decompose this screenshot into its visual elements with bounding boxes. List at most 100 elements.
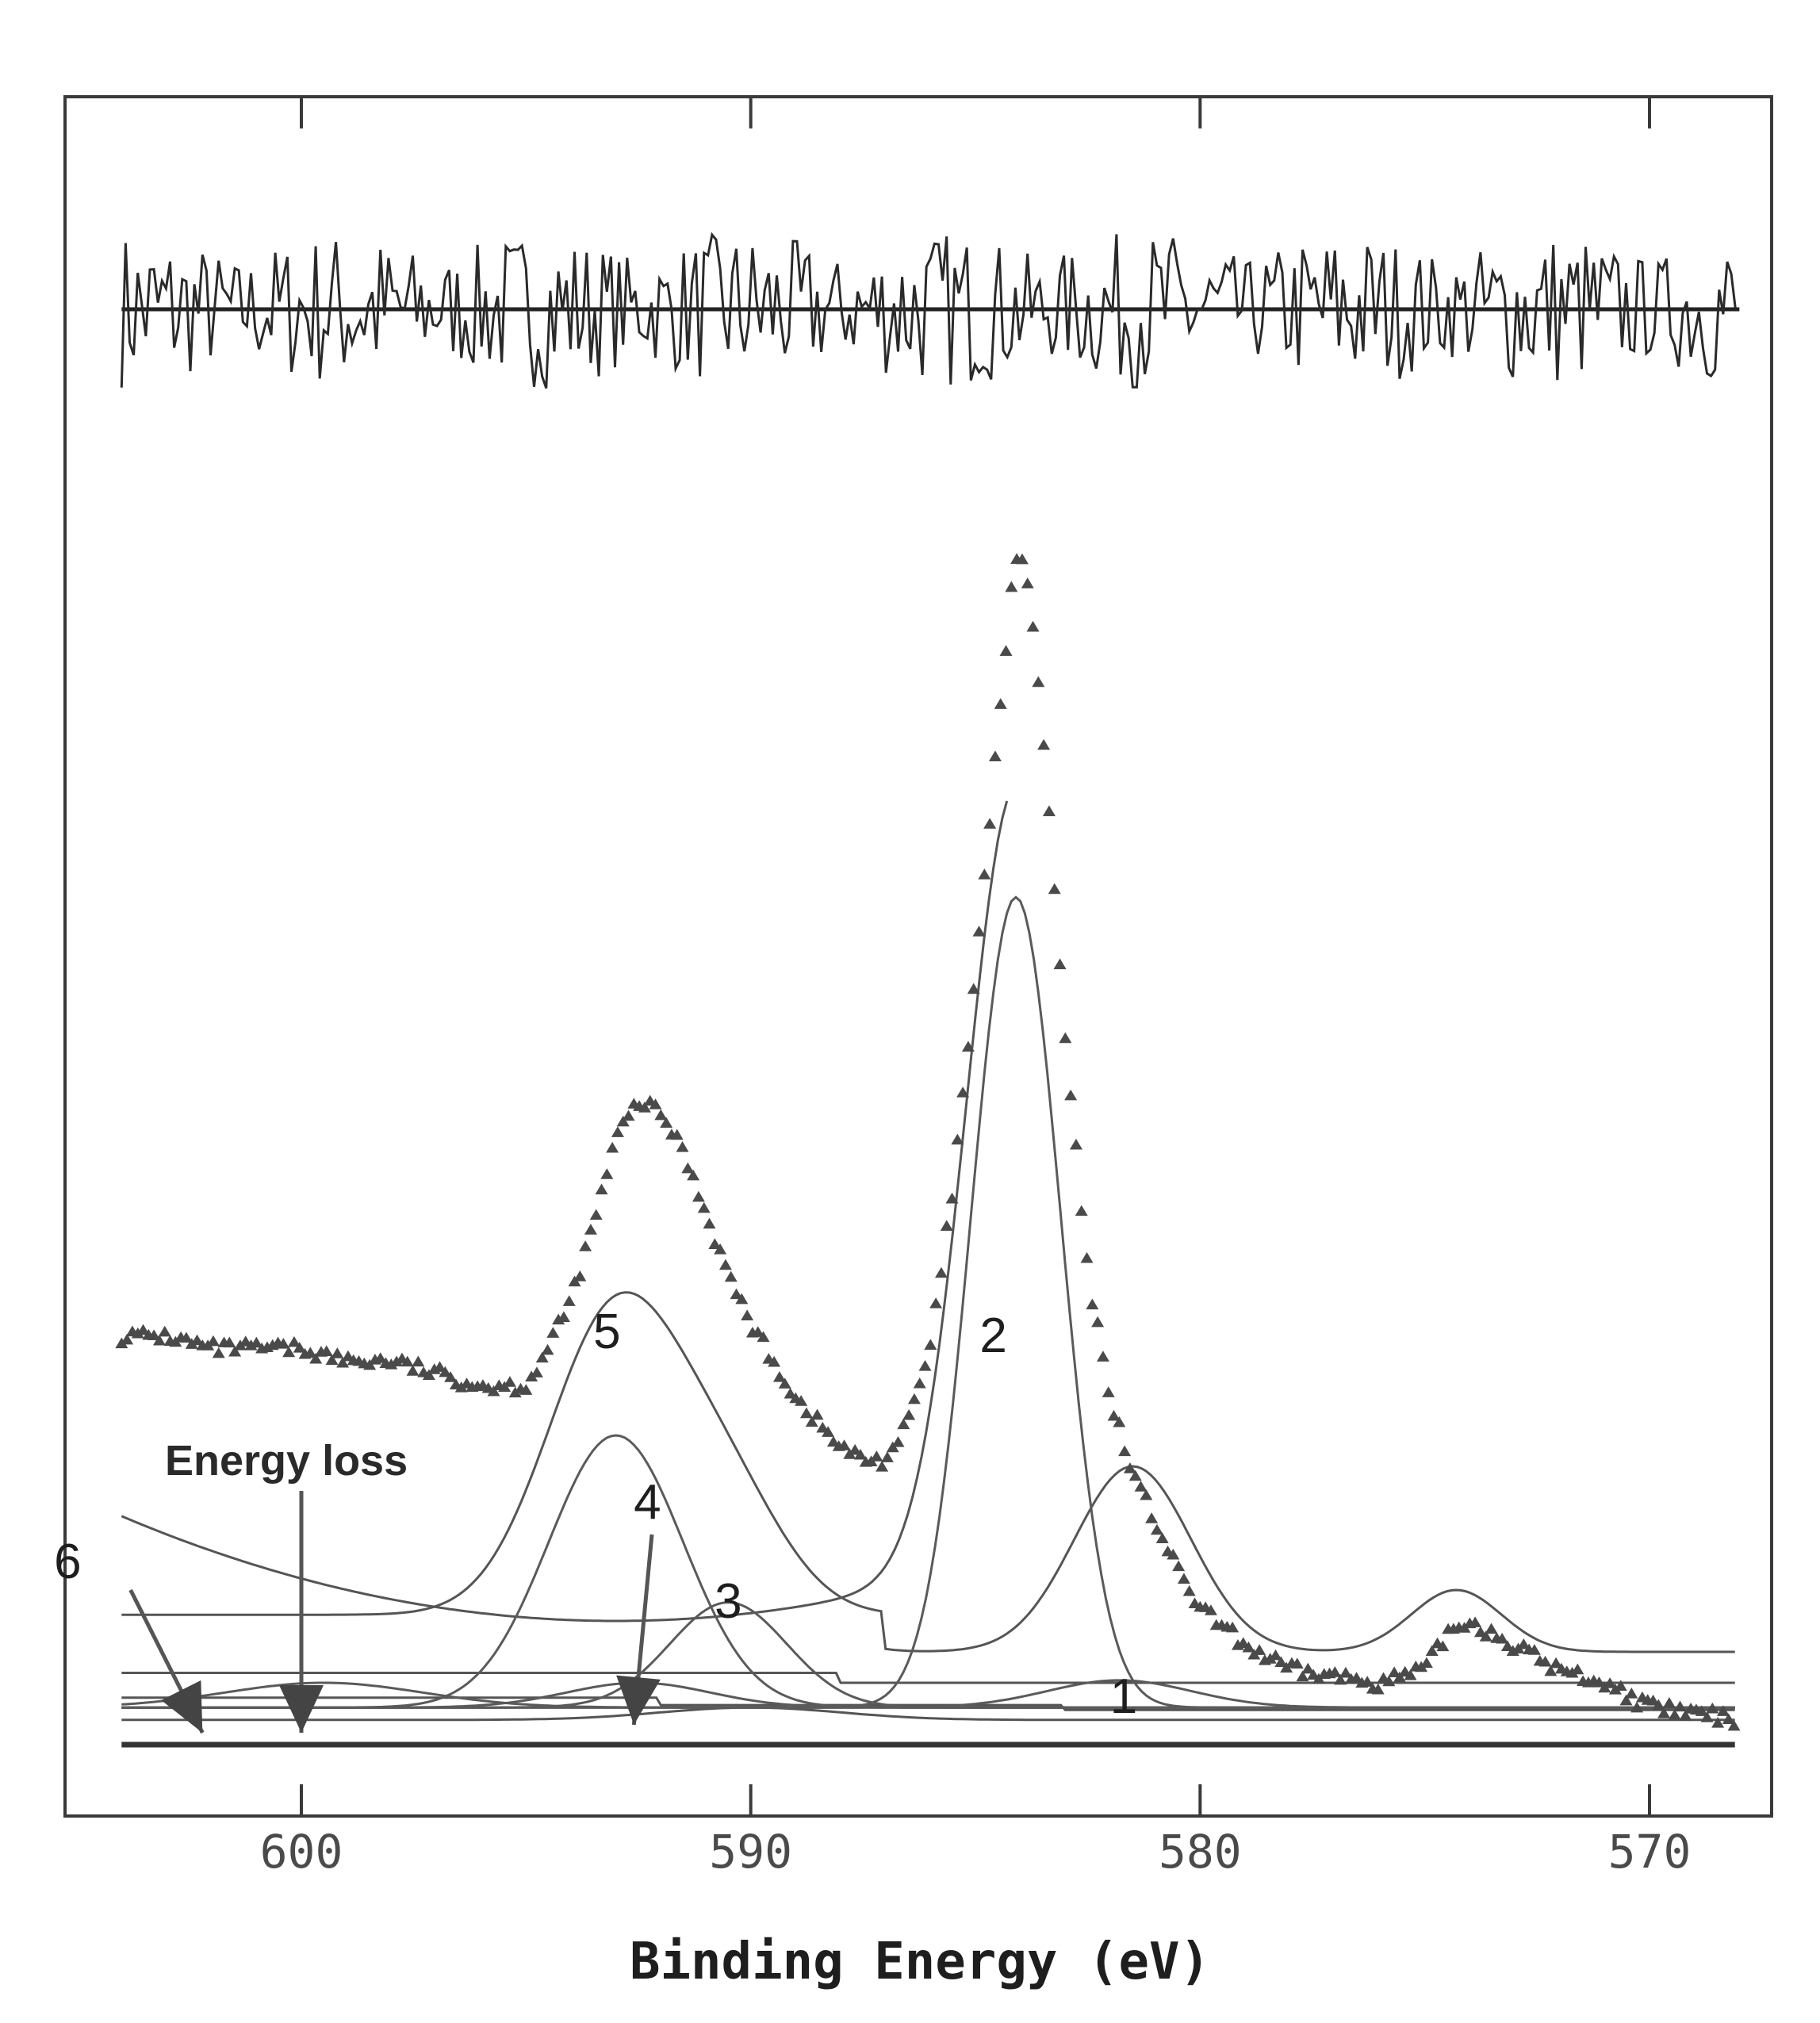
measured-point-69 bbox=[487, 1385, 500, 1397]
measured-point-188 bbox=[1128, 1469, 1142, 1481]
measured-point-41 bbox=[336, 1356, 350, 1368]
measured-point-206 bbox=[1226, 1621, 1240, 1633]
measured-point-99 bbox=[649, 1098, 662, 1109]
measured-point-218 bbox=[1290, 1657, 1304, 1669]
measured-point-219 bbox=[1296, 1670, 1309, 1682]
measured-point-192 bbox=[1150, 1523, 1163, 1535]
measured-point-288 bbox=[1668, 1709, 1681, 1720]
measured-point-141 bbox=[876, 1461, 889, 1472]
measured-point-257 bbox=[1500, 1640, 1514, 1652]
measured-point-12 bbox=[179, 1331, 193, 1343]
bottom-tick-marks bbox=[300, 1784, 1651, 1816]
measured-point-235 bbox=[1382, 1675, 1396, 1687]
measured-point-72 bbox=[503, 1376, 516, 1387]
measured-point-39 bbox=[325, 1354, 339, 1366]
measured-point-87 bbox=[584, 1224, 597, 1235]
annotation-arrows bbox=[128, 1491, 661, 1734]
measured-point-281 bbox=[1630, 1701, 1644, 1713]
measured-point-256 bbox=[1496, 1632, 1509, 1644]
fit-envelope-line bbox=[121, 1291, 1735, 1653]
measured-point-266 bbox=[1550, 1657, 1563, 1669]
measured-point-8 bbox=[158, 1325, 171, 1337]
measured-point-185 bbox=[1113, 1416, 1126, 1427]
measured-point-177 bbox=[1069, 1138, 1082, 1150]
measured-point-132 bbox=[826, 1435, 840, 1447]
measured-point-111 bbox=[714, 1243, 727, 1255]
measured-point-237 bbox=[1393, 1671, 1406, 1683]
measured-point-35 bbox=[304, 1347, 317, 1358]
measured-point-294 bbox=[1700, 1711, 1714, 1722]
measured-point-48 bbox=[374, 1352, 387, 1363]
measured-point-290 bbox=[1679, 1710, 1692, 1721]
measured-point-32 bbox=[287, 1335, 301, 1347]
measured-point-54 bbox=[406, 1365, 420, 1376]
measured-point-233 bbox=[1371, 1683, 1385, 1695]
peak-labels: 1 2 34 5 6 bbox=[54, 1305, 1137, 1724]
measured-point-112 bbox=[718, 1259, 732, 1270]
measured-point-110 bbox=[708, 1238, 722, 1249]
peak-label-1: 1 bbox=[1110, 1669, 1137, 1724]
measured-point-215 bbox=[1274, 1656, 1288, 1668]
measured-point-277 bbox=[1608, 1683, 1622, 1695]
measured-point-202 bbox=[1204, 1604, 1217, 1615]
measured-point-75 bbox=[519, 1384, 533, 1395]
measured-point-211 bbox=[1253, 1644, 1266, 1655]
measured-point-13 bbox=[185, 1338, 198, 1349]
measured-point-25 bbox=[250, 1336, 263, 1348]
peak-label-6: 6 bbox=[54, 1534, 81, 1589]
measured-point-297 bbox=[1716, 1705, 1730, 1716]
measured-point-119 bbox=[757, 1331, 770, 1343]
measured-point-179 bbox=[1080, 1251, 1094, 1263]
measured-point-189 bbox=[1134, 1481, 1148, 1492]
measured-point-287 bbox=[1662, 1696, 1676, 1708]
component-curve-6 bbox=[121, 1681, 1735, 1709]
measured-point-155 bbox=[951, 1133, 964, 1145]
measured-point-113 bbox=[724, 1270, 738, 1282]
measured-point-227 bbox=[1339, 1666, 1352, 1678]
peak-label-5: 5 bbox=[593, 1305, 620, 1359]
measured-point-137 bbox=[853, 1448, 867, 1460]
x-axis-label: Binding Energy (eV) bbox=[630, 1933, 1210, 1991]
measured-point-105 bbox=[681, 1162, 695, 1174]
measured-point-101 bbox=[660, 1117, 673, 1128]
measured-point-170 bbox=[1032, 676, 1045, 688]
measured-point-280 bbox=[1625, 1687, 1638, 1699]
measured-point-239 bbox=[1404, 1669, 1417, 1680]
measured-data-markers bbox=[115, 553, 1741, 1731]
measured-point-270 bbox=[1571, 1663, 1584, 1675]
measured-point-260 bbox=[1517, 1638, 1531, 1649]
measured-point-122 bbox=[772, 1371, 786, 1382]
measured-point-172 bbox=[1042, 805, 1056, 817]
measured-point-198 bbox=[1182, 1584, 1196, 1596]
measured-point-150 bbox=[924, 1339, 937, 1351]
component-curves bbox=[121, 895, 1735, 1709]
measured-point-262 bbox=[1527, 1644, 1541, 1655]
measured-point-299 bbox=[1727, 1719, 1741, 1731]
measured-point-214 bbox=[1269, 1649, 1282, 1661]
measured-point-144 bbox=[891, 1436, 905, 1447]
x-tick-label-590: 590 bbox=[709, 1825, 792, 1879]
background-line bbox=[121, 800, 1009, 1623]
component-curve-4 bbox=[121, 1681, 1735, 1709]
measured-point-106 bbox=[687, 1169, 700, 1181]
measured-point-20 bbox=[223, 1336, 236, 1348]
peak-label-4: 4 bbox=[634, 1475, 661, 1530]
measured-point-285 bbox=[1652, 1699, 1665, 1711]
measured-point-40 bbox=[331, 1347, 344, 1358]
measured-point-145 bbox=[897, 1418, 910, 1430]
measured-point-142 bbox=[880, 1451, 894, 1462]
measured-point-253 bbox=[1479, 1630, 1492, 1642]
measured-point-79 bbox=[541, 1343, 554, 1355]
measured-point-86 bbox=[579, 1240, 592, 1251]
measured-point-181 bbox=[1091, 1316, 1105, 1328]
measured-point-136 bbox=[849, 1443, 862, 1455]
measured-point-169 bbox=[1026, 620, 1040, 632]
measured-point-180 bbox=[1086, 1298, 1099, 1310]
measured-point-129 bbox=[810, 1408, 824, 1420]
measured-point-83 bbox=[562, 1295, 576, 1306]
measured-point-80 bbox=[546, 1327, 560, 1338]
measured-point-148 bbox=[913, 1377, 926, 1389]
measured-point-226 bbox=[1334, 1673, 1347, 1685]
energy-loss-arrow-head bbox=[279, 1685, 324, 1733]
measured-point-147 bbox=[907, 1393, 921, 1404]
